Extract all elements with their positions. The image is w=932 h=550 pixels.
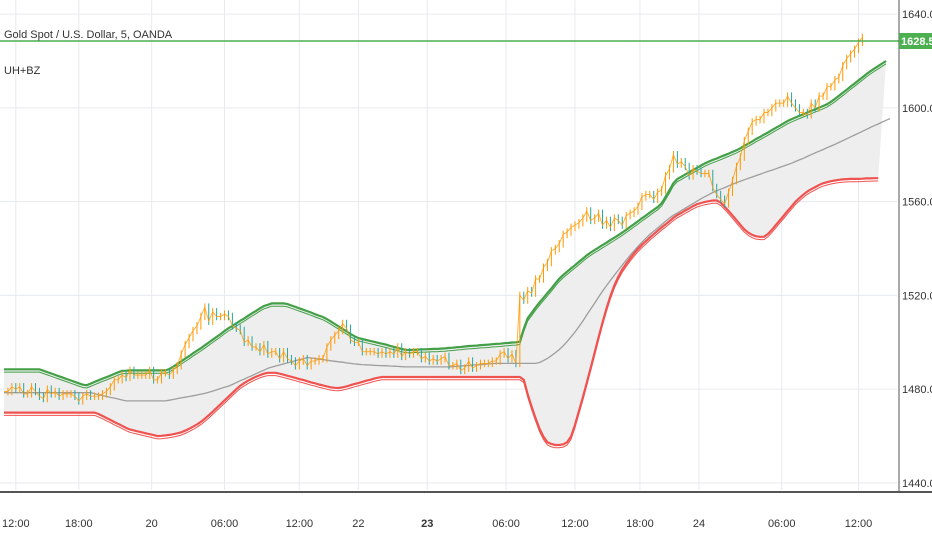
- x-tick-label: 20: [146, 518, 158, 530]
- y-tick-label: 1600.000: [902, 103, 932, 115]
- x-tick-label: 12:00: [2, 518, 30, 530]
- y-tick-label: 1440.000: [902, 478, 932, 490]
- last-price-tag: 1628.506: [899, 33, 932, 50]
- band-fill: [4, 61, 887, 445]
- y-tick-label: 1640.000: [902, 9, 932, 21]
- chart-title[interactable]: Gold Spot / U.S. Dollar, 5, OANDA: [4, 29, 173, 41]
- x-tick-label: 18:00: [65, 518, 93, 530]
- x-tick-label: 24: [693, 518, 705, 530]
- grid: [0, 0, 897, 490]
- x-tick-label: 18:00: [626, 518, 654, 530]
- y-tick-label: 1560.000: [902, 197, 932, 209]
- x-tick-label: 06:00: [492, 518, 520, 530]
- x-tick-label: 06:00: [211, 518, 239, 530]
- y-tick-label: 1520.000: [902, 290, 932, 302]
- series-lower-band-inner: [4, 180, 879, 449]
- series-middle-band: [4, 118, 891, 402]
- last-price-value: 1628.506: [901, 36, 932, 48]
- x-tick-label: 22: [352, 518, 364, 530]
- series-upper-band: [4, 60, 887, 387]
- x-tick-label: 06:00: [768, 518, 796, 530]
- price-line: [4, 37, 863, 402]
- x-tick-label: 12:00: [561, 518, 589, 530]
- indicator-label[interactable]: UH+BZ: [4, 65, 41, 77]
- series-lower-band: [4, 177, 879, 447]
- x-tick-label: 12:00: [286, 518, 314, 530]
- y-axis-ticks[interactable]: 1440.000 1480.000 1520.000 1560.000 1600.000…: [902, 9, 932, 490]
- x-tick-label: 12:00: [845, 518, 873, 530]
- x-tick-label: 23: [421, 518, 433, 530]
- price-series: [4, 33, 863, 405]
- x-axis-ticks[interactable]: 12:00 18:00 20 06:00 12:00 22 23 06:00 12:00 18:0…: [2, 518, 872, 530]
- y-tick-label: 1480.000: [902, 384, 932, 396]
